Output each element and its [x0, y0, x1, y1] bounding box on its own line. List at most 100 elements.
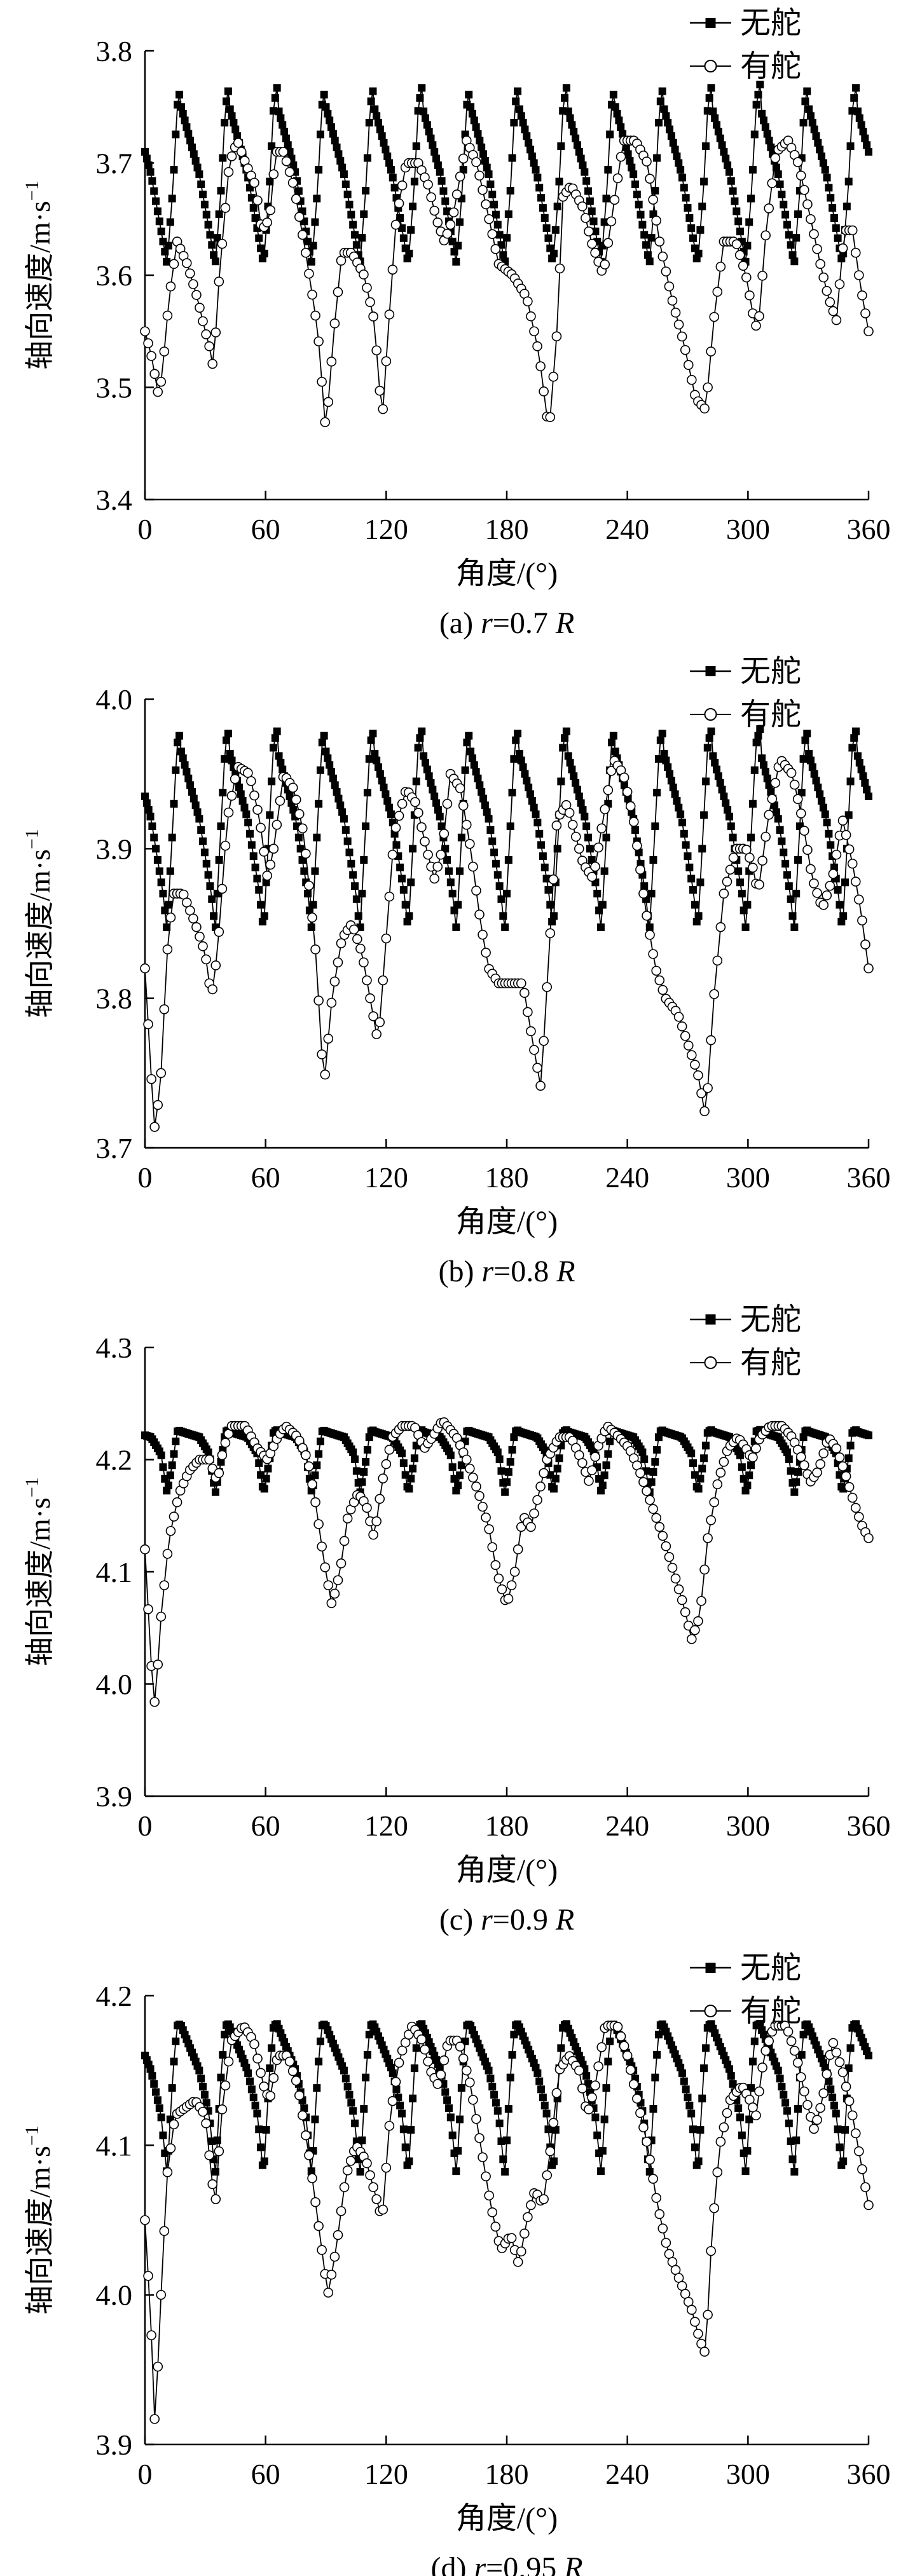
data-point [401, 901, 409, 909]
data-point [790, 2167, 799, 2176]
data-point [761, 123, 769, 132]
data-point [282, 134, 290, 142]
data-point [159, 1580, 170, 1590]
data-point [709, 311, 720, 322]
data-point [389, 174, 397, 182]
data-point [294, 2090, 305, 2101]
x-tick-label: 240 [605, 2458, 649, 2490]
data-point [587, 2092, 597, 2102]
data-point [657, 251, 668, 262]
data-point [206, 231, 214, 239]
data-point [307, 923, 315, 931]
data-point [542, 982, 553, 992]
data-point [329, 2251, 340, 2262]
data-point [310, 1497, 320, 1508]
data-point [322, 747, 330, 756]
data-point [499, 251, 507, 259]
legend-marker-with-rudder [704, 60, 717, 72]
data-point [387, 264, 398, 275]
y-tick-label: 4.0 [96, 2279, 133, 2312]
data-point [275, 796, 285, 806]
data-point [629, 170, 638, 179]
data-point [825, 880, 836, 891]
data-point [825, 297, 836, 308]
data-point [526, 1026, 536, 1037]
data-point [284, 167, 295, 177]
data-point [724, 806, 732, 814]
data-point [865, 2052, 872, 2060]
data-point [172, 2037, 180, 2045]
data-point [310, 310, 320, 321]
data-point [457, 833, 465, 842]
data-point [487, 1542, 498, 1552]
x-tick-label: 0 [138, 513, 153, 545]
data-point [397, 1449, 406, 1457]
data-point [199, 837, 207, 845]
data-point [815, 2102, 825, 2113]
data-point [262, 2126, 270, 2134]
data-point [551, 1475, 560, 1483]
data-point [436, 168, 444, 176]
data-point [823, 819, 831, 827]
data-point [508, 2050, 516, 2059]
data-point [318, 739, 326, 747]
data-point [863, 141, 871, 149]
data-point [304, 2150, 314, 2160]
data-point [785, 1455, 793, 1463]
data-point [783, 2107, 791, 2115]
data-point [760, 230, 771, 241]
data-point [458, 2054, 469, 2064]
data-point [606, 130, 614, 139]
data-point [750, 2037, 759, 2045]
data-point [863, 2200, 874, 2211]
data-point [389, 2069, 397, 2077]
data-point [355, 943, 366, 954]
data-point [734, 2104, 743, 2112]
data-point [445, 219, 456, 230]
data-point [414, 744, 422, 752]
data-point [584, 187, 593, 195]
data-point [818, 152, 826, 160]
data-point [140, 963, 150, 974]
data-point [501, 923, 509, 931]
data-point [590, 247, 600, 258]
data-point [188, 787, 196, 796]
data-point [210, 960, 221, 971]
data-point [857, 915, 867, 926]
data-point [378, 975, 389, 986]
x-tick-label: 360 [847, 2458, 891, 2490]
data-point [262, 870, 272, 881]
data-point [191, 156, 200, 165]
data-point [407, 226, 415, 234]
data-point [687, 2305, 697, 2315]
data-point [396, 2101, 404, 2109]
chart-panel-d: 3.94.04.14.20 60 120 180 240 300 360角度/(°)轴向速度… [22, 1951, 891, 2576]
data-point [638, 2122, 649, 2132]
data-point [360, 2105, 368, 2113]
data-point [523, 132, 531, 140]
data-point [454, 1482, 462, 1490]
data-point [801, 736, 809, 744]
data-point [301, 1450, 311, 1461]
data-point [153, 207, 162, 215]
data-point [231, 125, 240, 133]
data-point [602, 1461, 610, 1469]
data-point [481, 948, 491, 958]
data-point [757, 855, 767, 866]
data-point [715, 922, 726, 932]
data-point [645, 257, 654, 266]
data-point [590, 1452, 600, 1462]
data-point [268, 777, 276, 786]
data-point [323, 1033, 334, 1044]
data-point [795, 1452, 806, 1462]
data-point [329, 318, 340, 329]
data-point [352, 1467, 361, 1475]
data-point [701, 1441, 710, 1450]
data-point [724, 161, 732, 170]
data-point [743, 1482, 752, 1490]
data-point [683, 360, 694, 371]
legend-label-no-rudder: 无舵 [740, 1951, 801, 1985]
data-point [242, 810, 251, 819]
data-point [532, 810, 540, 819]
data-point [715, 1468, 726, 1478]
